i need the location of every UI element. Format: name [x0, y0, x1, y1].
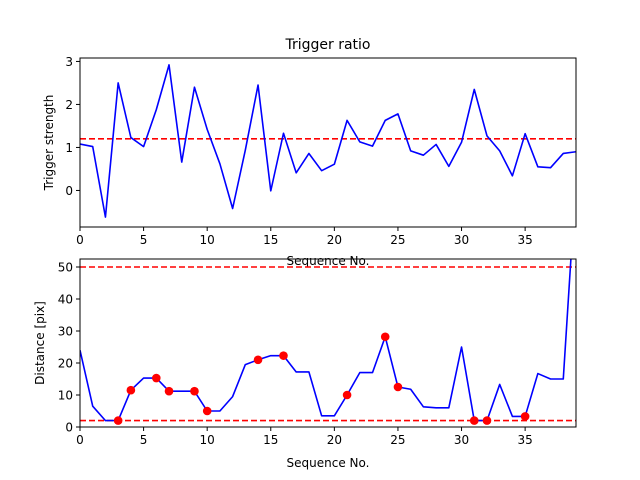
threshold-lines: [80, 266, 576, 422]
y-tick-label: 2: [65, 98, 73, 112]
x-axis-label: Sequence No.: [287, 254, 370, 268]
y-tick-label: 40: [58, 293, 73, 307]
x-tick-label: 10: [200, 433, 215, 447]
data-point-marker: [520, 412, 530, 421]
x-tick-label: 20: [327, 433, 342, 447]
data-point-marker: [152, 373, 161, 383]
x-tick-label: 15: [263, 433, 278, 447]
series-line: [80, 259, 572, 422]
data-point-marker: [279, 351, 288, 360]
y-axis-label: Distance [pix]: [33, 301, 47, 385]
y-tick-label: 10: [58, 389, 73, 403]
x-tick-label: 0: [76, 433, 84, 447]
data-point-marker: [113, 416, 123, 425]
data-point-marker: [393, 382, 403, 392]
y-tick-label: 3: [65, 55, 73, 69]
x-tick-label: 5: [140, 433, 148, 447]
y-tick-label: 20: [58, 357, 73, 371]
x-axis-ticks: 0 5 10 15 20 25 30 35: [76, 427, 533, 447]
plot-frame: [79, 57, 577, 228]
y-axis-ticks: 0 10 20 30 40 50: [58, 261, 80, 435]
data-point-marker: [380, 332, 390, 342]
data-point-marker: [469, 416, 479, 425]
x-axis-label: Sequence No.: [287, 456, 370, 470]
data-point-marker: [164, 386, 174, 396]
y-tick-label: 30: [58, 325, 73, 339]
y-axis-ticks: 0 1 2 3: [65, 55, 80, 198]
x-tick-label: 30: [454, 233, 469, 247]
x-axis-ticks: 0 5 10 15 20 25 30 35: [76, 227, 533, 247]
x-tick-label: 35: [517, 433, 532, 447]
x-tick-label: 20: [327, 233, 342, 247]
y-axis-label: Trigger strength: [42, 95, 56, 192]
y-tick-label: 50: [58, 261, 73, 275]
x-tick-label: 0: [76, 233, 84, 247]
data-point-marker: [342, 390, 352, 400]
x-tick-label: 5: [140, 233, 148, 247]
data-point-marker: [253, 355, 263, 365]
series-line: [80, 64, 576, 218]
markers: [113, 332, 530, 425]
x-tick-label: 35: [517, 233, 532, 247]
x-tick-label: 25: [390, 433, 405, 447]
x-tick-label: 15: [263, 233, 278, 247]
trigger-ratio-chart: Trigger ratio 0 5 10 15 20 25 30 35 0 1 2 3 Sequen…: [42, 37, 577, 268]
x-tick-label: 10: [200, 233, 215, 247]
x-tick-label: 25: [390, 233, 405, 247]
y-tick-label: 0: [65, 421, 73, 435]
data-point-marker: [190, 386, 199, 396]
data-point-marker: [202, 406, 212, 416]
y-tick-label: 1: [65, 141, 73, 155]
data-point-marker: [482, 416, 492, 425]
series-lines: [80, 259, 572, 422]
plot-frame: [79, 258, 577, 428]
chart-title: Trigger ratio: [284, 37, 370, 53]
y-tick-label: 0: [65, 184, 73, 198]
series-lines: [80, 64, 576, 218]
data-point-marker: [126, 385, 136, 395]
x-tick-label: 30: [454, 433, 469, 447]
